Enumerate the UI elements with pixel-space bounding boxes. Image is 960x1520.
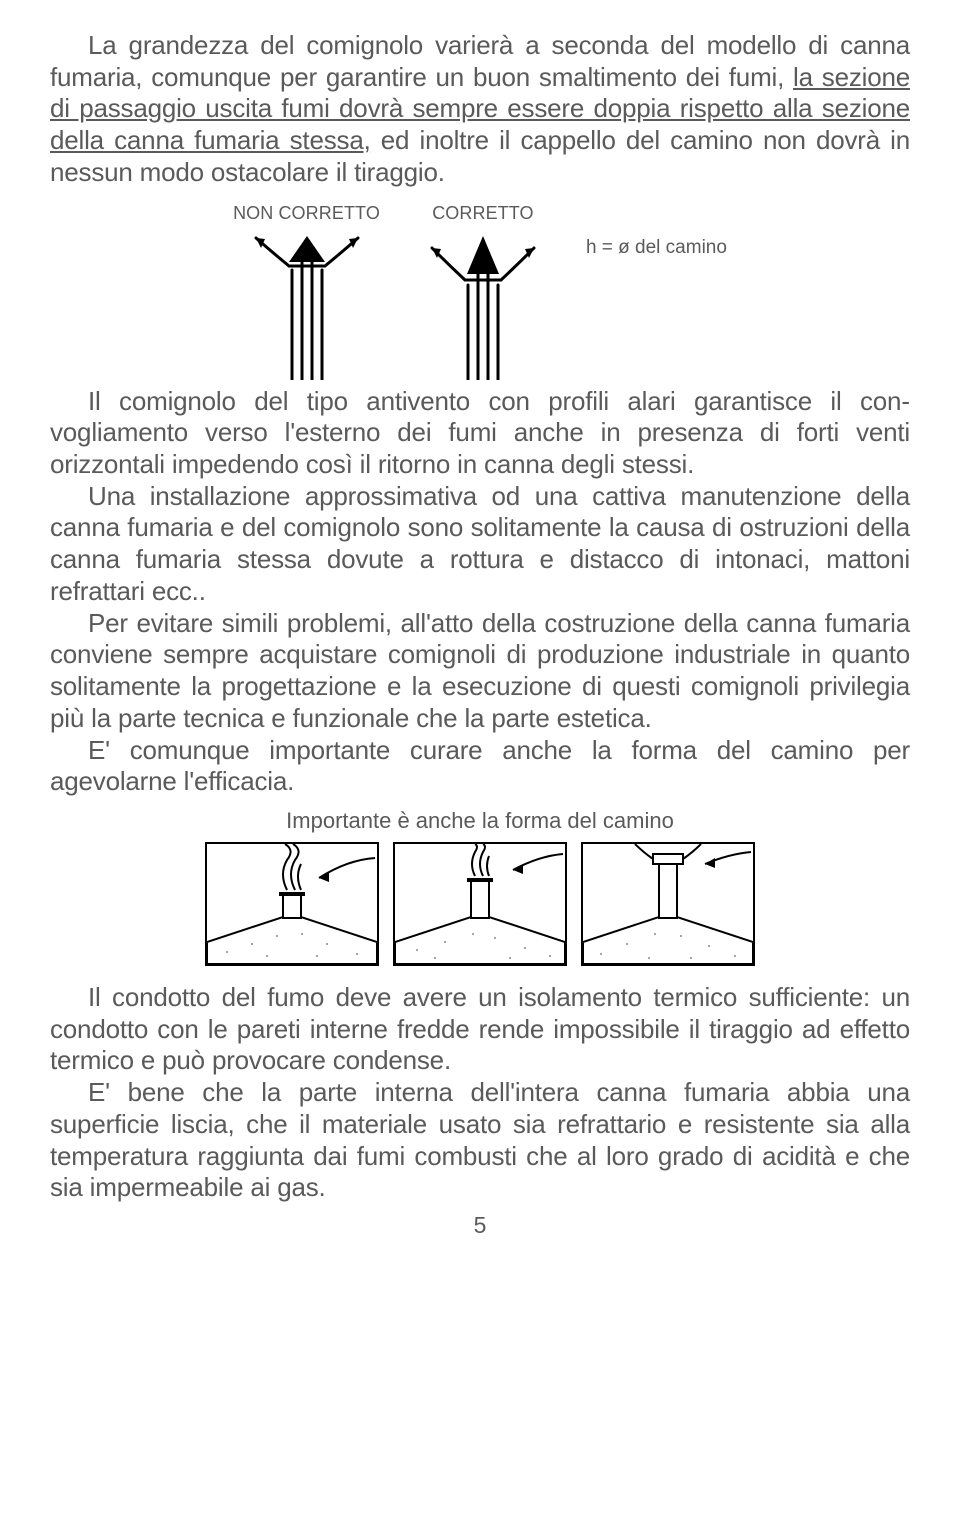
paragraph-3: Una installazione approssimativa od una …	[50, 481, 910, 608]
roof-box-2	[393, 842, 567, 966]
page-number: 5	[50, 1212, 910, 1239]
label-wrong: NON CORRETTO	[233, 203, 380, 224]
paragraph-1: La grandezza del comignolo varierà a sec…	[50, 30, 910, 189]
roof-box-3	[581, 842, 755, 966]
figure-chimneys: NON CORRETTO CORRETTO	[50, 203, 910, 380]
paragraph-5: E' comunque importante curare anche la f…	[50, 735, 910, 798]
caption-shapes: Importante è anche la forma del camino	[50, 808, 910, 834]
paragraph-2: Il comignolo del tipo antivento con prof…	[50, 386, 910, 481]
chimney-right-icon	[418, 230, 548, 380]
paragraph-4: Per evitare simili problemi, all'atto de…	[50, 608, 910, 735]
roof-shape-2-icon	[395, 844, 565, 964]
label-right: CORRETTO	[432, 203, 533, 224]
roof-shape-3-icon	[583, 844, 753, 964]
paragraph-7: E' bene che la parte interna dell'intera…	[50, 1077, 910, 1204]
chimney-right: CORRETTO	[418, 203, 548, 380]
roof-shape-1-icon	[207, 844, 377, 964]
figure-roof-shapes	[50, 842, 910, 966]
figure-note: h = ø del camino	[586, 237, 727, 259]
chimney-wrong-icon	[242, 230, 372, 380]
chimney-wrong: NON CORRETTO	[233, 203, 380, 380]
paragraph-6: Il condotto del fumo deve avere un isola…	[50, 982, 910, 1077]
roof-box-1	[205, 842, 379, 966]
p1-text-a: La grandezza del comignolo varierà a sec…	[50, 30, 910, 92]
